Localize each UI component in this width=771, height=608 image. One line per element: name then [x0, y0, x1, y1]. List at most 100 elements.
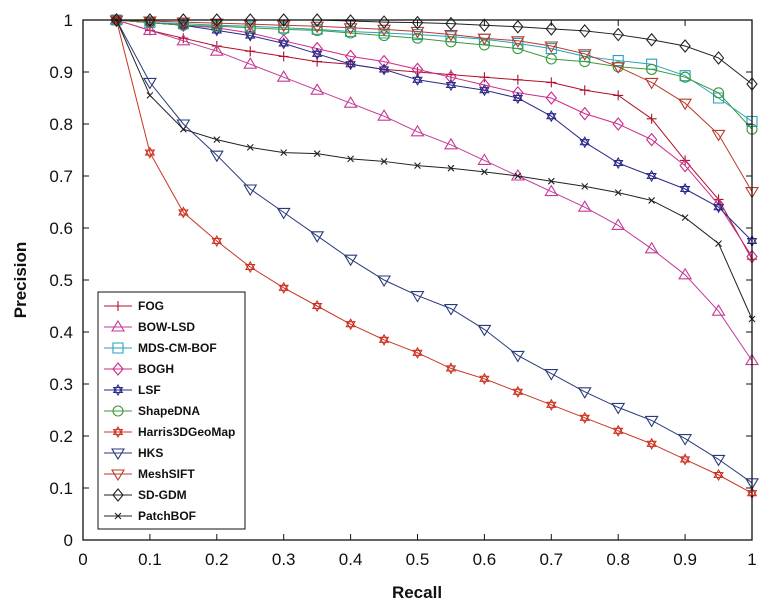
- data-point: [443, 137, 458, 150]
- data-point: [546, 398, 557, 411]
- x-tick-label: 0.8: [606, 550, 630, 569]
- data-point: [648, 197, 656, 204]
- legend-marker: [113, 301, 123, 311]
- data-point: [445, 362, 457, 375]
- data-point: [211, 234, 223, 248]
- series-line: [115, 19, 753, 320]
- data-point: [276, 70, 291, 82]
- legend-entry: FOG: [104, 299, 164, 313]
- data-point: [678, 98, 693, 111]
- data-point: [612, 117, 624, 131]
- data-point: [410, 291, 425, 303]
- legend-label: MDS-CM-BOF: [138, 341, 217, 355]
- data-point: [646, 113, 657, 124]
- legend-label: MeshSIFT: [138, 467, 195, 481]
- data-point: [110, 13, 123, 27]
- x-axis-label: Recall: [392, 583, 442, 602]
- data-point: [544, 184, 559, 197]
- data-point: [579, 411, 590, 424]
- data-point: [176, 119, 191, 132]
- data-point: [111, 13, 122, 27]
- data-point: [245, 46, 256, 57]
- series-mds-cm-bof: [110, 14, 758, 127]
- legend-label: ShapeDNA: [138, 404, 200, 418]
- x-tick-label: 0.2: [205, 550, 229, 569]
- data-point: [611, 218, 626, 230]
- data-point: [646, 169, 657, 183]
- data-point: [244, 22, 256, 34]
- data-point: [577, 200, 592, 212]
- series-line: [116, 19, 753, 484]
- data-point: [510, 36, 525, 48]
- data-point: [244, 13, 256, 27]
- legend-label: BOW-LSD: [138, 320, 195, 334]
- y-axis-label: Precision: [11, 242, 30, 319]
- data-point: [711, 129, 726, 142]
- x-tick-label: 0: [78, 550, 87, 569]
- y-tick-label: 0.7: [49, 167, 73, 186]
- data-point: [146, 92, 154, 99]
- legend-label: BOGH: [138, 362, 174, 376]
- data-point: [713, 92, 725, 104]
- series-line: [116, 19, 753, 122]
- data-point: [378, 30, 390, 42]
- data-point: [276, 207, 291, 220]
- data-point: [278, 281, 289, 294]
- data-point: [644, 241, 659, 254]
- data-point: [545, 43, 557, 55]
- data-point: [447, 164, 455, 172]
- legend-marker: [112, 488, 124, 502]
- y-tick-label: 0: [64, 531, 73, 550]
- legend-entry: SD-GDM: [104, 488, 187, 502]
- data-point: [510, 350, 525, 363]
- data-point: [177, 13, 190, 27]
- series-lsf: [111, 13, 758, 248]
- data-point: [445, 78, 457, 92]
- legend-entry: PatchBOF: [104, 509, 196, 523]
- data-point: [646, 63, 658, 75]
- data-point: [479, 372, 490, 385]
- data-point: [512, 74, 523, 85]
- data-point: [245, 260, 256, 274]
- data-point: [512, 91, 524, 105]
- data-point: [546, 110, 557, 123]
- data-point: [679, 158, 691, 173]
- legend-entry: BOGH: [104, 362, 174, 376]
- data-point: [712, 51, 725, 65]
- data-point: [345, 58, 356, 71]
- data-point: [378, 63, 390, 76]
- legend-marker: [111, 469, 125, 482]
- data-point: [378, 54, 390, 69]
- data-point: [712, 87, 725, 99]
- data-point: [345, 318, 356, 331]
- series-fog: [111, 15, 757, 265]
- data-point: [679, 39, 691, 53]
- x-tick-label: 0.6: [473, 550, 497, 569]
- y-tick-label: 0.6: [49, 219, 73, 238]
- data-point: [414, 162, 421, 169]
- data-point: [410, 124, 425, 137]
- data-point: [711, 304, 726, 316]
- y-tick-label: 0.2: [49, 427, 73, 446]
- data-point: [378, 333, 390, 346]
- data-point: [377, 109, 392, 121]
- legend-entry: MDS-CM-BOF: [104, 341, 217, 355]
- y-tick-label: 0.4: [49, 323, 73, 342]
- data-point: [645, 132, 658, 147]
- data-point: [514, 172, 522, 180]
- x-tick-label: 0.7: [539, 550, 563, 569]
- data-point: [478, 78, 491, 92]
- plot-marks: [109, 12, 759, 500]
- data-point: [711, 454, 726, 467]
- data-point: [579, 136, 590, 149]
- series-line: [116, 19, 753, 361]
- data-point: [144, 146, 156, 159]
- data-point: [579, 85, 590, 96]
- legend-marker: [111, 319, 125, 332]
- data-point: [443, 304, 458, 316]
- data-point: [310, 231, 325, 243]
- series-line: [116, 19, 753, 130]
- data-point: [445, 16, 457, 31]
- data-point: [311, 13, 323, 27]
- series-line: [116, 19, 753, 257]
